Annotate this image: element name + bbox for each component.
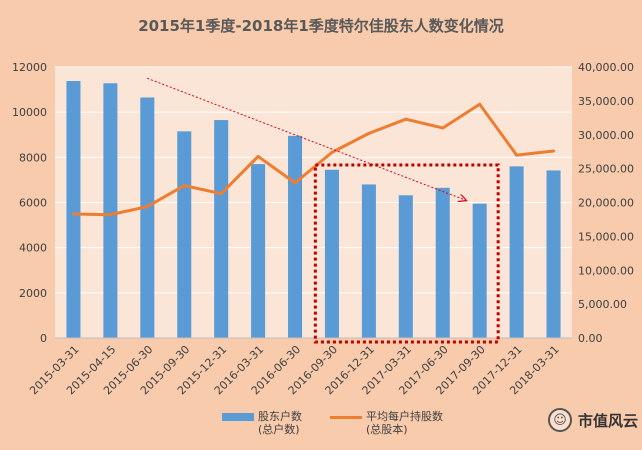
line-point	[515, 153, 519, 157]
bar	[472, 203, 487, 338]
bar	[177, 131, 192, 338]
y-right-tick-label: 5,000.00	[578, 298, 627, 311]
legend-label-line-line2: (总股本)	[366, 423, 408, 436]
line-point	[108, 213, 112, 217]
line-point	[330, 150, 334, 154]
legend-label-bar-line2: (总户数)	[258, 423, 300, 436]
y-left-tick-label: 2000	[19, 287, 47, 300]
y-right-tick-label: 30,000.00	[578, 129, 634, 142]
line-point	[367, 131, 371, 135]
legend-swatch-line	[330, 416, 362, 419]
y-left-tick-label: 10000	[12, 106, 47, 119]
bar	[66, 81, 81, 339]
chart-title: 2015年1季度-2018年1季度特尔佳股东人数变化情况	[138, 17, 504, 35]
legend-label-line-line1: 平均每户持股数	[366, 410, 443, 423]
y-right-tick-label: 0.00	[578, 332, 603, 345]
line-point	[71, 212, 75, 216]
line-point	[441, 126, 445, 130]
bar	[435, 187, 450, 338]
y-right-tick-label: 35,000.00	[578, 95, 634, 108]
bar	[546, 170, 561, 338]
highlight-box	[313, 163, 500, 344]
bar	[140, 97, 155, 338]
y-left-tick-label: 8000	[19, 151, 47, 164]
trend-arrow	[147, 77, 465, 200]
bar	[251, 164, 266, 338]
watermark-text: 市值风云	[578, 411, 639, 430]
y-left-tick-label: 0	[40, 332, 47, 345]
line-point	[256, 154, 260, 158]
watermark: ☺ 市值风云	[548, 408, 638, 432]
legend-item-line: 平均每户持股数 (总股本)	[330, 410, 443, 436]
line-point	[219, 192, 223, 196]
bar	[398, 195, 413, 338]
y-right-tick-label: 25,000.00	[578, 163, 634, 176]
bar	[103, 83, 118, 338]
bar	[509, 166, 524, 338]
legend-label-bar-line1: 股东户数	[258, 410, 302, 423]
y-right-tick-label: 10,000.00	[578, 264, 634, 277]
y-left-tick-label: 12000	[12, 61, 47, 74]
bar	[361, 184, 376, 338]
line-point	[478, 102, 482, 106]
line-point	[293, 181, 297, 185]
chart-legend: 股东户数 (总户数) 平均每户持股数 (总股本)	[0, 410, 642, 450]
legend-swatch-bar	[222, 413, 254, 421]
y-right-tick-label: 40,000.00	[578, 61, 634, 74]
bar-line-chart: 2015年1季度-2018年1季度特尔佳股东人数变化情况 0 2000 4000 60…	[12, 17, 634, 397]
bar	[288, 135, 303, 338]
bar	[324, 169, 339, 338]
bar	[214, 120, 229, 338]
line-point	[404, 117, 408, 121]
line-point	[552, 149, 556, 153]
line-series	[73, 102, 554, 217]
y-right-tick-label: 20,000.00	[578, 197, 634, 210]
y-left-tick-label: 4000	[19, 242, 47, 255]
y-right-tick-label: 15,000.00	[578, 230, 634, 243]
line-point	[145, 205, 149, 209]
chat-icon: ☺	[548, 408, 572, 432]
legend-item-bars: 股东户数 (总户数)	[222, 410, 302, 436]
y-left-tick-label: 6000	[19, 197, 47, 210]
line-point	[182, 184, 186, 188]
